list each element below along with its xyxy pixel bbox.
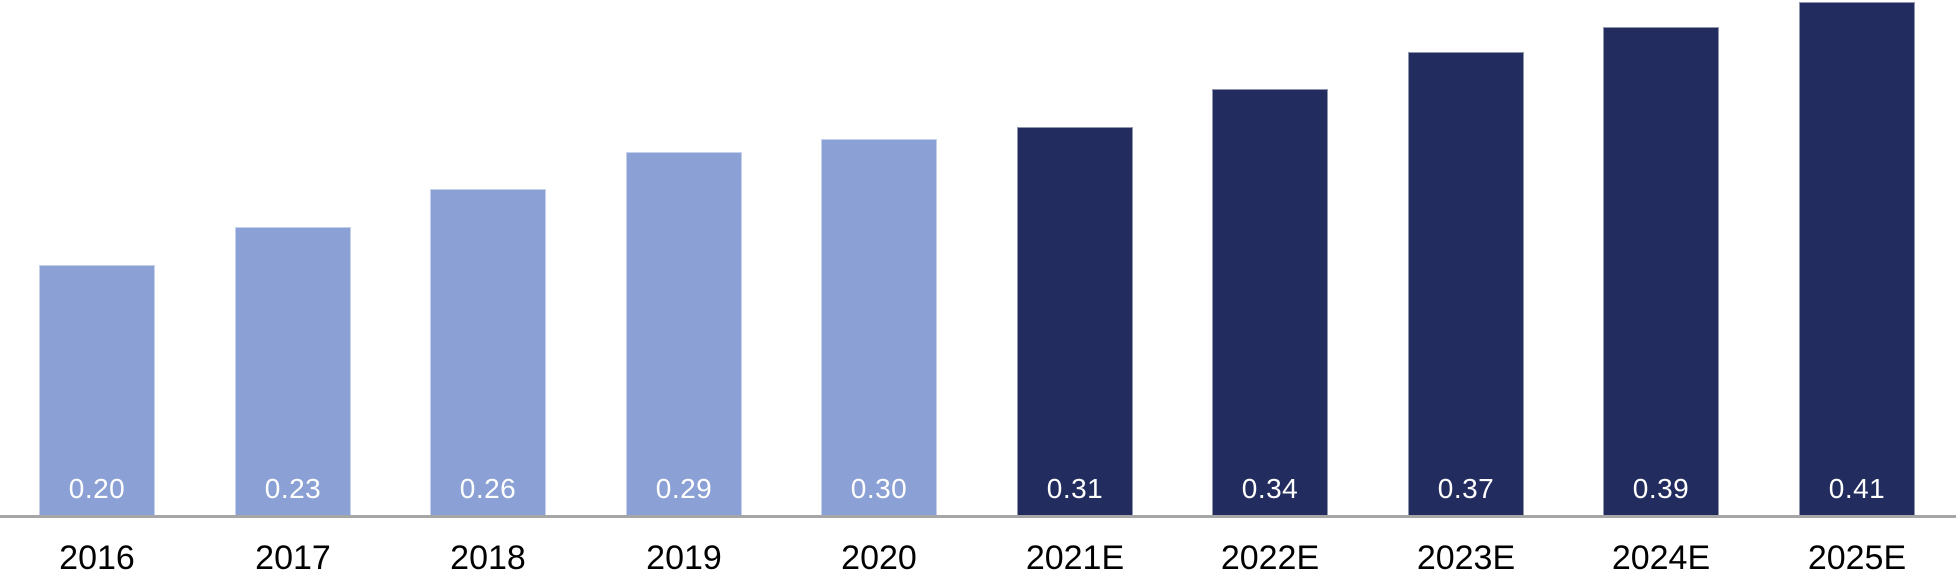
bar-2024e: 0.39 [1603,27,1719,515]
bar-value-label: 0.34 [1241,473,1299,505]
bar-value-label: 0.37 [1437,473,1495,505]
x-axis-label-2021e: 2021E [1025,539,1125,577]
x-axis-label-2024e: 2024E [1611,539,1711,577]
bar-2021e: 0.31 [1017,127,1133,515]
x-axis-label-2016: 2016 [59,539,135,577]
x-axis-label-2022e: 2022E [1220,539,1320,577]
bar-value-label: 0.39 [1632,473,1690,505]
bar-2022e: 0.34 [1212,89,1328,515]
bar-2025e: 0.41 [1799,2,1915,515]
x-axis-label-2023e: 2023E [1416,539,1516,577]
bar-value-label: 0.30 [850,473,908,505]
bar-value-label: 0.26 [459,473,517,505]
x-axis-label-2017: 2017 [255,539,331,577]
x-axis-label-2019: 2019 [646,539,722,577]
x-axis-line [0,515,1956,518]
bar-value-label: 0.20 [68,473,126,505]
bar-value-label: 0.31 [1046,473,1104,505]
bar-2020: 0.30 [821,139,937,515]
bar-2019: 0.29 [626,152,742,515]
bar-value-label: 0.29 [655,473,713,505]
x-axis-label-2025e: 2025E [1807,539,1907,577]
bar-2018: 0.26 [430,189,546,515]
x-axis-label-2018: 2018 [450,539,526,577]
x-axis-label-2020: 2020 [841,539,917,577]
bar-2017: 0.23 [235,227,351,515]
bar-value-label: 0.41 [1828,473,1886,505]
bar-value-label: 0.23 [264,473,322,505]
bar-2016: 0.20 [39,265,155,515]
bar-2023e: 0.37 [1408,52,1524,515]
